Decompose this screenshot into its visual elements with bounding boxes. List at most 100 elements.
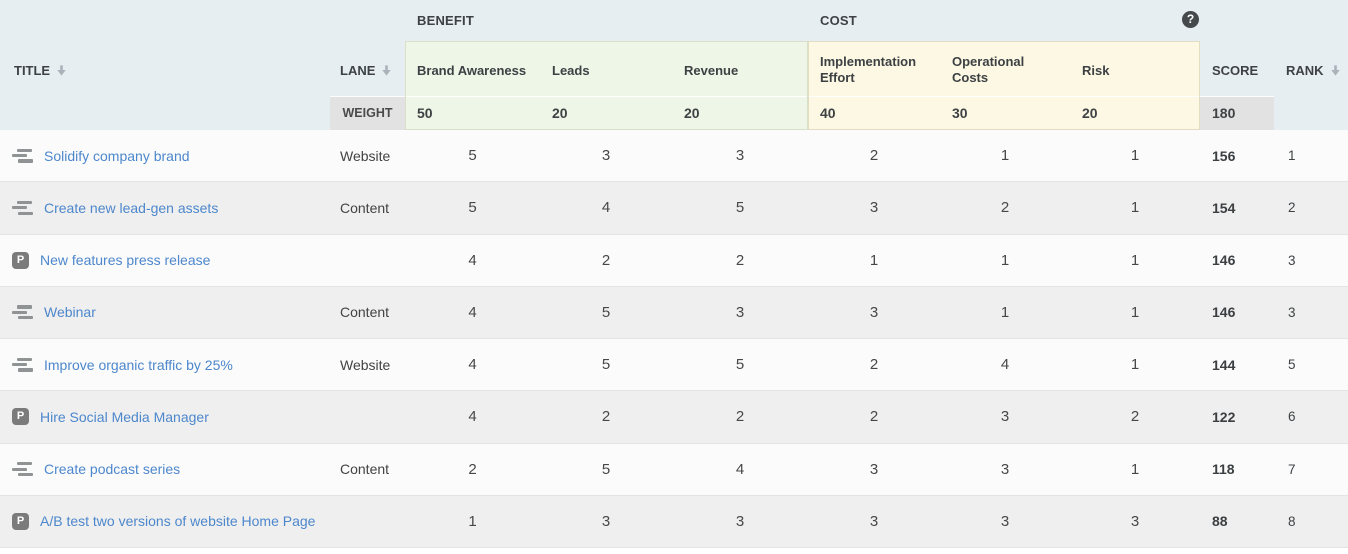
epic-icon	[12, 305, 33, 320]
weight-risk[interactable]: 20	[1082, 105, 1098, 121]
weight-leads[interactable]: 20	[552, 105, 568, 121]
table-header: BENEFIT COST ? TITLE LANE Brand Awarenes…	[0, 0, 1348, 130]
brand-awareness-value[interactable]: 4	[468, 408, 477, 426]
lane-value[interactable]: Content	[340, 304, 390, 321]
revenue-value[interactable]: 5	[735, 356, 745, 374]
table-row[interactable]: P A/B test two versions of website Home …	[0, 495, 1348, 548]
revenue-value[interactable]: 3	[735, 512, 745, 530]
column-header-revenue[interactable]: Revenue	[684, 62, 739, 78]
item-title-link[interactable]: Solidify company brand	[44, 147, 190, 164]
score-value: 154	[1212, 199, 1236, 216]
column-header-title[interactable]: TITLE	[0, 63, 330, 78]
operational-costs-value[interactable]: 2	[1000, 199, 1010, 217]
operational-costs-value[interactable]: 1	[1000, 147, 1010, 165]
leads-value[interactable]: 4	[601, 199, 611, 217]
operational-costs-value[interactable]: 1	[1000, 251, 1010, 269]
leads-value[interactable]: 3	[601, 147, 611, 165]
weight-implementation-effort[interactable]: 40	[820, 105, 836, 121]
table-row[interactable]: P Webinar Content 4 5 3 3 1 1 146 3	[0, 286, 1348, 339]
implementation-effort-value[interactable]: 2	[869, 147, 879, 165]
implementation-effort-value[interactable]: 1	[869, 251, 879, 269]
title-cell: P Solidify company brand	[0, 148, 330, 164]
project-icon: P	[12, 408, 29, 426]
brand-awareness-value[interactable]: 4	[468, 356, 477, 374]
lane-value[interactable]: Website	[340, 356, 391, 373]
risk-value[interactable]: 1	[1130, 356, 1140, 374]
help-icon[interactable]: ?	[1182, 11, 1199, 28]
item-title-link[interactable]: Create podcast series	[44, 461, 181, 478]
brand-awareness-value[interactable]: 4	[468, 303, 477, 321]
operational-costs-value[interactable]: 3	[1000, 512, 1010, 530]
rank-value: 7	[1288, 461, 1296, 477]
leads-value[interactable]: 5	[601, 356, 611, 374]
column-header-risk[interactable]: Risk	[1082, 62, 1110, 78]
weight-brand-awareness[interactable]: 50	[417, 105, 433, 121]
score-value: 118	[1212, 461, 1235, 478]
table-row[interactable]: P Solidify company brand Website 5 3 3 2…	[0, 130, 1348, 183]
column-header-row: TITLE LANE Brand Awareness Leads Revenue…	[0, 44, 1348, 96]
risk-value[interactable]: 1	[1130, 147, 1140, 165]
item-title-link[interactable]: New features press release	[40, 252, 211, 269]
leads-value[interactable]: 2	[601, 251, 611, 269]
column-header-score[interactable]: SCORE	[1212, 62, 1259, 78]
item-title-link[interactable]: Create new lead-gen assets	[44, 199, 219, 216]
table-row[interactable]: P Hire Social Media Manager 4 2 2 2 3 2 …	[0, 391, 1348, 444]
risk-value[interactable]: 1	[1130, 303, 1140, 321]
lane-value[interactable]: Content	[340, 199, 390, 216]
implementation-effort-value[interactable]: 2	[869, 356, 879, 374]
operational-costs-value[interactable]: 1	[1000, 303, 1010, 321]
leads-value[interactable]: 5	[601, 460, 611, 478]
implementation-effort-value[interactable]: 2	[869, 408, 879, 426]
column-header-implementation-effort[interactable]: Implementation Effort	[820, 53, 917, 85]
risk-value[interactable]: 2	[1130, 408, 1140, 426]
brand-awareness-value[interactable]: 4	[468, 251, 477, 269]
item-title-link[interactable]: Improve organic traffic by 25%	[44, 356, 233, 373]
implementation-effort-value[interactable]: 3	[869, 199, 879, 217]
operational-costs-value[interactable]: 3	[1000, 408, 1010, 426]
leads-value[interactable]: 5	[601, 303, 611, 321]
brand-awareness-value[interactable]: 5	[468, 199, 477, 217]
item-title-link[interactable]: Hire Social Media Manager	[40, 408, 209, 425]
revenue-value[interactable]: 4	[735, 460, 745, 478]
table-row[interactable]: P Improve organic traffic by 25% Website…	[0, 339, 1348, 392]
title-cell: P Create new lead-gen assets	[0, 200, 330, 216]
operational-costs-value[interactable]: 3	[1000, 460, 1010, 478]
implementation-effort-value[interactable]: 3	[869, 512, 879, 530]
table-row[interactable]: P Create podcast series Content 2 5 4 3 …	[0, 443, 1348, 496]
brand-awareness-value[interactable]: 2	[468, 460, 477, 478]
brand-awareness-value[interactable]: 5	[468, 147, 477, 165]
revenue-value[interactable]: 2	[735, 251, 745, 269]
column-header-leads[interactable]: Leads	[552, 62, 590, 78]
weight-revenue[interactable]: 20	[684, 105, 700, 121]
implementation-effort-value[interactable]: 3	[869, 303, 879, 321]
revenue-value[interactable]: 2	[735, 408, 745, 426]
revenue-value[interactable]: 3	[735, 147, 745, 165]
risk-value[interactable]: 1	[1130, 199, 1140, 217]
leads-value[interactable]: 3	[601, 512, 611, 530]
item-title-link[interactable]: A/B test two versions of website Home Pa…	[40, 513, 316, 530]
revenue-value[interactable]: 5	[735, 199, 745, 217]
lane-value[interactable]: Website	[340, 147, 391, 164]
project-icon: P	[12, 251, 29, 269]
operational-costs-value[interactable]: 4	[1000, 356, 1010, 374]
project-icon: P	[12, 512, 29, 530]
column-header-lane[interactable]: LANE	[330, 63, 405, 78]
implementation-effort-value[interactable]: 3	[869, 460, 879, 478]
score-value: 156	[1212, 147, 1236, 164]
risk-value[interactable]: 1	[1130, 251, 1140, 269]
lane-value[interactable]: Content	[340, 461, 390, 478]
title-cell: P A/B test two versions of website Home …	[0, 512, 330, 530]
column-header-brand-awareness[interactable]: Brand Awareness	[417, 62, 527, 78]
brand-awareness-value[interactable]: 1	[468, 512, 477, 530]
weight-operational-costs[interactable]: 30	[952, 105, 968, 121]
risk-value[interactable]: 3	[1130, 512, 1140, 530]
column-header-rank[interactable]: RANK	[1274, 63, 1348, 78]
item-title-link[interactable]: Webinar	[44, 304, 96, 321]
table-row[interactable]: P New features press release 4 2 2 1 1 1…	[0, 234, 1348, 287]
table-row[interactable]: P Create new lead-gen assets Content 5 4…	[0, 182, 1348, 235]
column-header-operational-costs[interactable]: Operational Costs	[952, 53, 1025, 85]
leads-value[interactable]: 2	[601, 408, 611, 426]
risk-value[interactable]: 1	[1130, 460, 1140, 478]
revenue-value[interactable]: 3	[735, 303, 745, 321]
